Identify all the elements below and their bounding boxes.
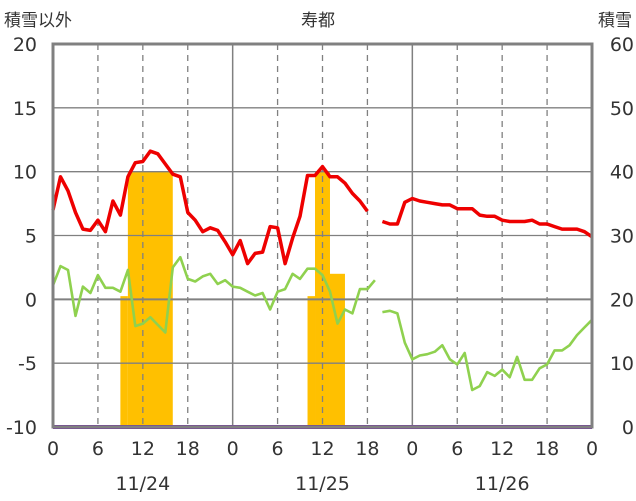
- red-series-line-0: [51, 149, 369, 266]
- y-right-tick-label: 60: [610, 34, 634, 56]
- x-tick-label: 12: [310, 438, 334, 460]
- y-left-tick-label: 15: [13, 98, 37, 120]
- chart-title: 寿都: [301, 11, 335, 31]
- x-tick-label: 6: [272, 438, 284, 460]
- x-tick-label: 6: [92, 438, 104, 460]
- snow-bar-2: [307, 296, 316, 427]
- y-left-tick-label: -10: [6, 417, 37, 439]
- y-right-tick-label: 50: [610, 98, 634, 120]
- x-tick-label: 0: [406, 438, 418, 460]
- green-series-line-0: [51, 255, 376, 334]
- x-tick-label: 6: [451, 438, 463, 460]
- x-tick-label: 18: [355, 438, 379, 460]
- snow-bar-0: [120, 296, 128, 427]
- y-left-tick-label: 5: [25, 226, 37, 248]
- x-tick-label: 18: [176, 438, 200, 460]
- red-series-line-1: [381, 196, 593, 239]
- y-left-tick-label: 10: [13, 162, 37, 184]
- date-label: 11/24: [115, 473, 170, 495]
- left-axis-label: 積雪以外: [4, 11, 72, 31]
- y-right-tick-label: 40: [610, 162, 634, 184]
- x-tick-label: 12: [490, 438, 514, 460]
- y-right-tick-label: 20: [610, 289, 634, 311]
- y-right-tick-label: 30: [610, 226, 634, 248]
- y-left-tick-label: 20: [13, 34, 37, 56]
- y-right-tick-label: 0: [622, 417, 634, 439]
- right-axis-label: 積雪: [598, 11, 632, 31]
- plot-frame: [51, 42, 594, 429]
- date-label: 11/25: [295, 473, 350, 495]
- date-label: 11/26: [475, 473, 530, 495]
- x-tick-label: 12: [131, 438, 155, 460]
- x-tick-label: 0: [586, 438, 598, 460]
- x-tick-label: 0: [47, 438, 59, 460]
- x-tick-label: 18: [535, 438, 559, 460]
- y-right-tick-label: 10: [610, 353, 634, 375]
- green-series-line-1: [382, 309, 593, 392]
- y-left-tick-label: -5: [18, 353, 37, 375]
- y-left-tick-label: 0: [25, 289, 37, 311]
- x-tick-label: 0: [227, 438, 239, 460]
